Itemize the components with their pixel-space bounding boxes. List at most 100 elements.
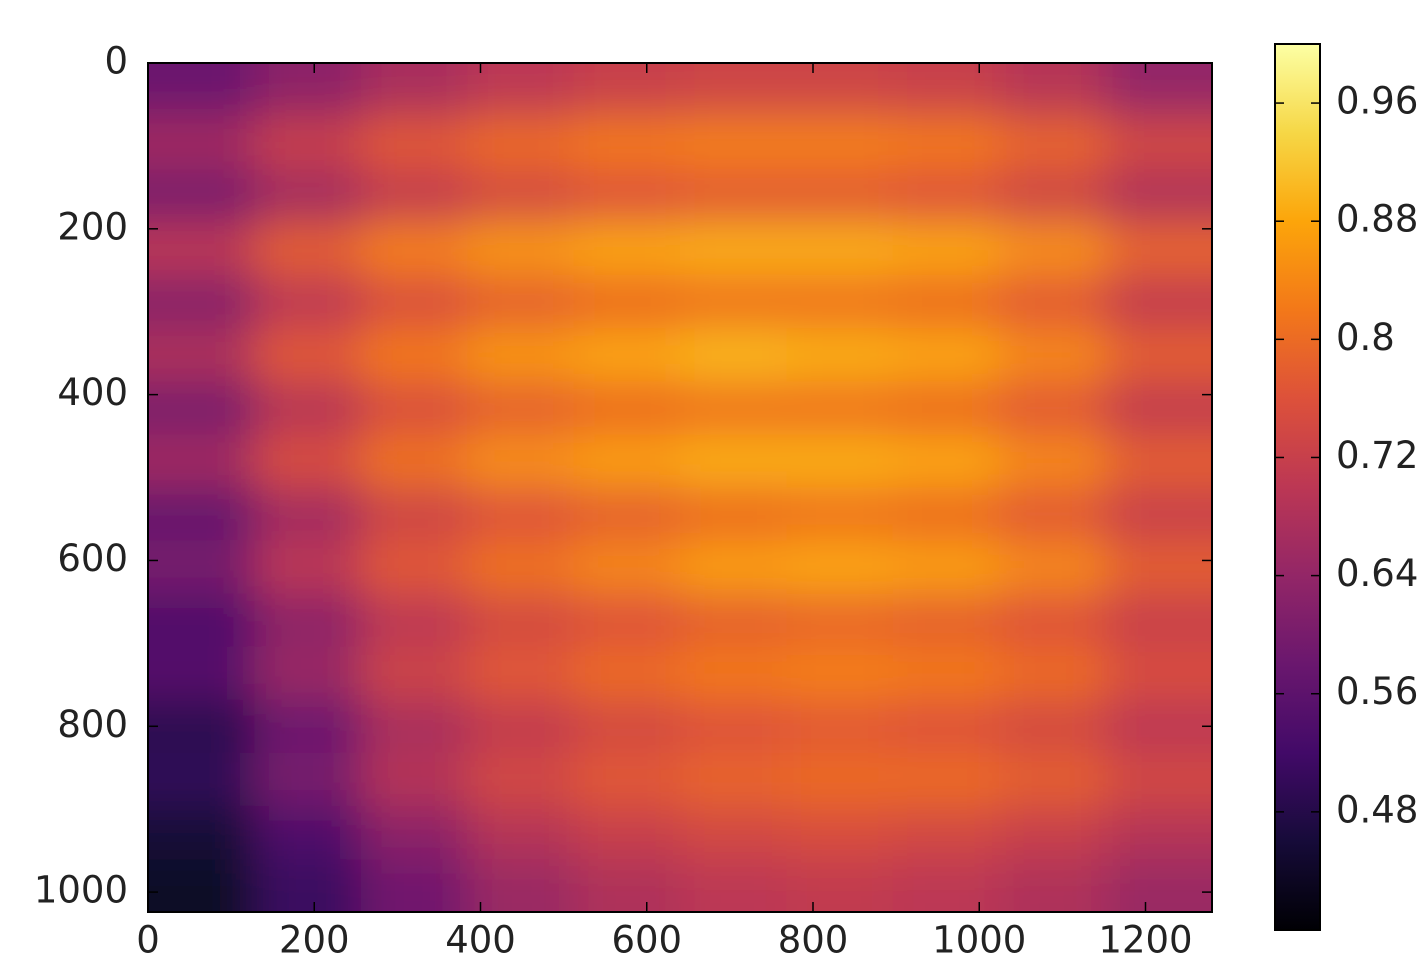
heatmap-cell	[1105, 805, 1212, 860]
heatmap-cell	[467, 858, 575, 912]
heatmap-cell	[573, 699, 681, 754]
heatmap-cell	[148, 116, 255, 170]
heatmap-cell	[254, 487, 362, 542]
heatmap-cell	[1105, 328, 1212, 382]
heatmap-cell	[467, 540, 575, 595]
heatmap-cell	[1105, 381, 1212, 435]
heatmap	[148, 63, 1212, 912]
heatmap-cell	[573, 858, 681, 912]
heatmap-cell	[360, 487, 468, 542]
heatmap-cell	[680, 63, 787, 117]
heatmap-cell	[360, 116, 468, 170]
heatmap-cell	[680, 275, 787, 329]
x-tick-label: 0	[136, 919, 160, 957]
heatmap-cell	[360, 275, 468, 329]
heatmap-cell	[1105, 858, 1212, 912]
heatmap-cell	[360, 328, 468, 382]
heatmap-cell	[1105, 752, 1212, 807]
heatmap-cell	[148, 699, 255, 754]
plot-area	[148, 63, 1212, 912]
heatmap-cell	[467, 63, 575, 117]
heatmap-cell	[573, 63, 681, 117]
heatmap-cell	[254, 116, 362, 170]
ticks: 0 200 400 600 800 1000 1200 0 200 400 600 800 1000 0.…	[34, 40, 1419, 957]
heatmap-cell	[467, 275, 575, 329]
heatmap-cell	[467, 646, 575, 701]
heatmap-cell	[467, 487, 575, 542]
heatmap-cell	[892, 328, 1000, 382]
heatmap-cell	[892, 593, 1000, 648]
heatmap-cell	[467, 752, 575, 807]
heatmap-cell	[148, 752, 255, 807]
heatmap-cell	[786, 169, 894, 223]
heatmap-cell	[254, 63, 362, 117]
heatmap-cell	[786, 434, 894, 488]
heatmap-cell	[786, 381, 894, 435]
heatmap-cell	[148, 169, 255, 223]
heatmap-cell	[467, 699, 575, 754]
heatmap-cell	[892, 169, 1000, 223]
heatmap-cell	[1105, 699, 1212, 754]
heatmap-cell	[999, 699, 1107, 754]
heatmap-cell	[573, 222, 681, 276]
heatmap-cell	[786, 540, 894, 595]
colorbar-tick-label: 0.56	[1336, 670, 1418, 713]
heatmap-cell	[573, 328, 681, 382]
heatmap-cell	[254, 169, 362, 223]
heatmap-cell	[680, 858, 787, 912]
heatmap-cell	[254, 381, 362, 435]
heatmap-cell	[573, 487, 681, 542]
heatmap-cell	[148, 63, 255, 117]
x-tick-label: 1000	[932, 919, 1026, 957]
heatmap-cell	[254, 540, 362, 595]
heatmap-cell	[254, 858, 362, 912]
heatmap-cell	[680, 805, 787, 860]
heatmap-cell	[1105, 116, 1212, 170]
x-tick-label: 200	[279, 919, 350, 957]
heatmap-cell	[360, 540, 468, 595]
heatmap-cell	[573, 169, 681, 223]
heatmap-cell	[999, 487, 1107, 542]
heatmap-cell	[1105, 63, 1212, 117]
heatmap-cell	[573, 275, 681, 329]
heatmap-cell	[680, 487, 787, 542]
heatmap-cell	[573, 593, 681, 648]
heatmap-cell	[573, 381, 681, 435]
heatmap-cell	[999, 434, 1107, 488]
colorbar-tick-label: 0.48	[1336, 788, 1418, 831]
heatmap-cell	[999, 752, 1107, 807]
heatmap-cell	[892, 646, 1000, 701]
heatmap-cell	[360, 222, 468, 276]
heatmap-cell	[467, 328, 575, 382]
y-tick-label: 800	[57, 703, 128, 746]
heatmap-cell	[148, 222, 255, 276]
heatmap-cell	[892, 540, 1000, 595]
heatmap-cell	[1105, 434, 1212, 488]
heatmap-cell	[254, 222, 362, 276]
heatmap-cell	[148, 381, 255, 435]
heatmap-cell	[786, 699, 894, 754]
heatmap-cell	[360, 593, 468, 648]
heatmap-cell	[999, 805, 1107, 860]
x-tick-label: 400	[445, 919, 516, 957]
heatmap-cell	[680, 540, 787, 595]
heatmap-cell	[680, 222, 787, 276]
heatmap-cell	[148, 487, 255, 542]
heatmap-cell	[467, 434, 575, 488]
heatmap-cell	[360, 381, 468, 435]
heatmap-cell	[254, 593, 362, 648]
colorbar-tick-label: 0.88	[1336, 198, 1418, 241]
heatmap-cell	[999, 646, 1107, 701]
heatmap-cell	[1105, 593, 1212, 648]
heatmap-cell	[148, 434, 255, 488]
heatmap-cell	[360, 169, 468, 223]
heatmap-cell	[786, 858, 894, 912]
heatmap-cell	[573, 805, 681, 860]
heatmap-cell	[999, 169, 1107, 223]
heatmap-cell	[1105, 646, 1212, 701]
colorbar-tick-label: 0.8	[1336, 316, 1395, 359]
heatmap-cell	[786, 63, 894, 117]
colorbar-tick-label: 0.72	[1336, 434, 1418, 477]
heatmap-cell	[786, 752, 894, 807]
x-tick-label: 800	[778, 919, 849, 957]
